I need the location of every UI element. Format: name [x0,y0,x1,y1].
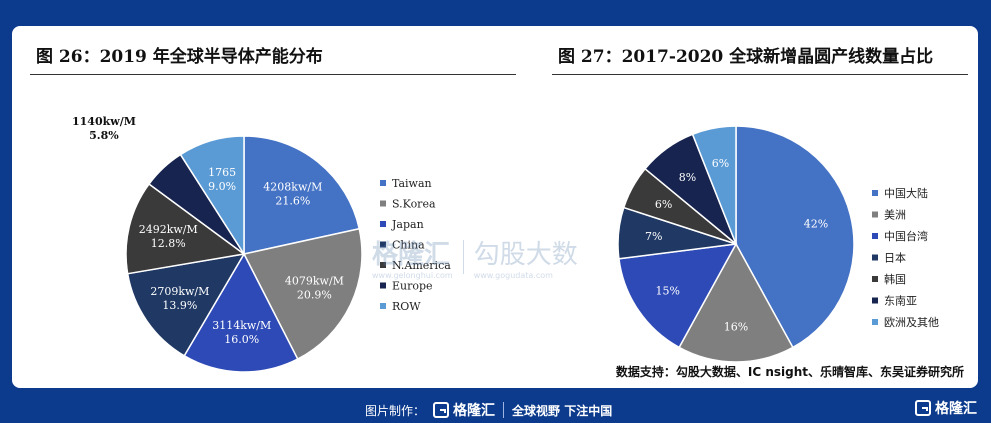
pie2-legend-swatch-4 [872,276,878,282]
left-title-rule [30,74,516,75]
gelonghui-logo-icon [433,402,450,418]
footer-brand-text: 格隆汇 [453,403,496,419]
pie1-legend-label-2: Japan [391,218,424,231]
pie1-value-label-5: 1140kw/M [72,115,136,128]
pie1-value-label-3: 2709kw/M [150,285,209,298]
pie2-legend-swatch-6 [872,319,878,325]
watermark-brand: 格隆汇 [372,240,451,270]
pie1-value-label-4: 2492kw/M [139,223,198,236]
watermark: 格隆汇 www.gelonghui.com 勾股大数 www.gogudata.… [372,234,578,280]
footer-made-by: 图片制作： [365,403,426,418]
pie2-legend-label-2: 中国台湾 [884,229,928,243]
pie1-legend-swatch-5 [380,282,386,289]
right-chart-title: 图 27：2017-2020 全球新增晶圆产线数量占比 [558,47,934,67]
pie2-value-label-2: 15% [655,284,679,297]
left-chart-title: 图 26：2019 年全球半导体产能分布 [36,47,323,67]
gelonghui-logo-icon [915,400,931,416]
pie1-value-label-6: 1765 [208,166,236,179]
pie1-pct-label-3: 13.9% [162,299,197,312]
footer-brand: 格隆汇 [433,400,495,420]
footer-right-brand: 格隆汇 [915,398,977,418]
pie1-slice-0 [243,135,361,255]
pie1-legend-label-6: ROW [392,300,421,313]
pie1-legend-swatch-1 [380,200,386,207]
footer-separator [503,402,505,418]
pie1-legend-swatch-4 [380,262,386,268]
pie2-slice-1 [678,242,794,363]
pie1-pct-label-5: 5.8% [89,129,119,142]
pie1-slice-1 [242,227,363,361]
footer-right-brand-text: 格隆汇 [935,401,977,417]
watermark-brand2-sub: www.gogudata.com [473,271,553,280]
pie1-pct-label-0: 21.6% [275,194,310,207]
pie2-slice-2 [618,243,738,349]
watermark-brand-sub: www.gelonghui.com [372,271,453,280]
right-title-rule [552,74,968,75]
pie1-slice-2 [183,252,299,373]
watermark-brand2: 勾股大数 [473,240,578,270]
pie1-value-label-0: 4208kw/M [263,180,322,193]
pie1-pct-label-6: 9.0% [208,180,236,193]
pie2-legend-label-3: 日本 [884,251,906,265]
pie1-pct-label-4: 12.8% [151,237,186,250]
pie1-slice-6 [179,135,245,257]
pie2-legend-label-0: 中国大陆 [884,186,928,200]
pie2-value-label-0: 42% [804,217,828,230]
pie1-legend-swatch-2 [380,221,386,227]
pie1-slice-4 [125,182,246,275]
pie2-value-label-1: 16% [724,321,748,334]
pie2-legend-label-4: 韩国 [884,272,906,286]
pie2-value-label-4: 6% [655,198,672,211]
pie2-value-label-5: 8% [679,171,696,184]
pie1-pct-label-2: 16.0% [224,333,259,346]
pie1-legend-label-4: N.America [392,259,451,272]
pie1-legend-label-1: S.Korea [392,198,436,211]
pie2-value-label-6: 6% [712,157,729,170]
pie2-value-label-3: 7% [645,230,662,243]
pie1-value-label-2: 3114kw/M [212,319,271,332]
footer-slogan: 全球视野 下注中国 [512,403,613,418]
pie2-slice-6 [691,125,737,245]
pie2-slice-0 [735,125,855,349]
pie1-value-label-1: 4079kw/M [285,274,344,287]
pie1-slice-3 [126,252,246,357]
pie1-legend-swatch-6 [380,303,386,309]
pie1-legend-label-5: Europe [392,280,433,293]
pie2-legend-label-5: 东南亚 [884,295,917,308]
pie2-legend-swatch-2 [872,233,878,239]
pie2-legend-swatch-3 [872,254,878,261]
pie1-legend-swatch-3 [380,241,386,248]
pie1-legend-label-0: Taiwan [392,177,432,190]
pie1-pct-label-1: 20.9% [297,288,332,301]
footer-bar: 图片制作： 格隆汇 全球视野 下注中国 格隆汇 [0,392,991,423]
source-note: 数据支持：勾股大数据、IC nsight、乐晴智库、东吴证券研究所 [615,365,964,379]
pie2-legend-swatch-0 [872,190,878,196]
pie2-legend-label-6: 欧洲及其他 [884,316,939,329]
pie1-legend-swatch-0 [380,180,386,186]
pie2-legend-label-1: 美洲 [884,209,906,222]
pie2-legend-swatch-1 [872,211,878,218]
chart-card: 图 26：2019 年全球半导体产能分布 图 27：2017-2020 全球新增… [12,26,978,388]
pie2-legend-swatch-5 [872,297,878,304]
pie1-legend-label-3: China [392,239,425,252]
pie-charts-svg: 4208kw/M21.6% 4079kw/M20.9% 3114kw/M16.0% 2… [72,115,939,373]
